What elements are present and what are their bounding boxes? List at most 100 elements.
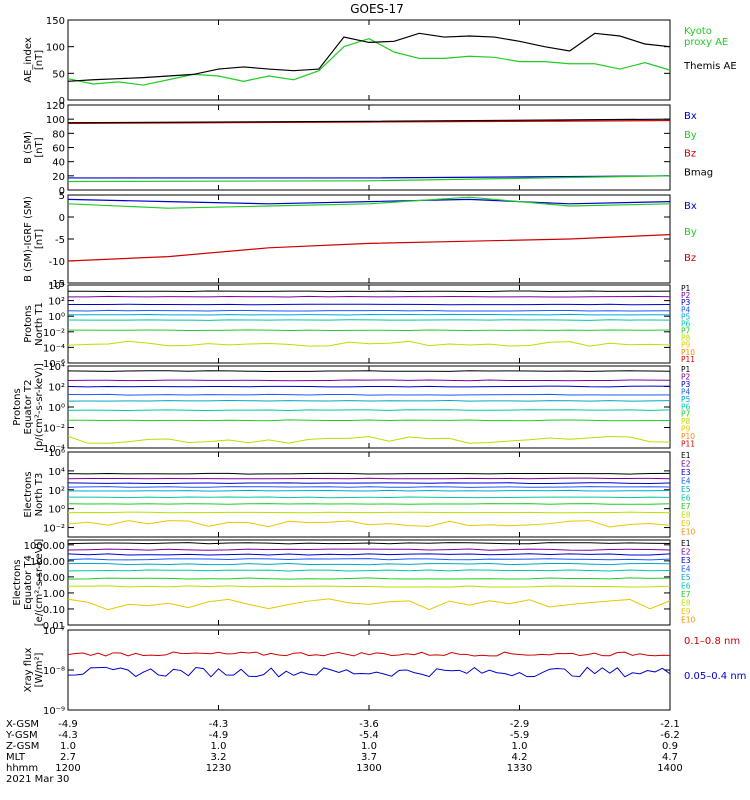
level-e9 (67, 598, 671, 611)
level-p2 (67, 295, 671, 298)
level-p6 (67, 319, 671, 321)
series-by (67, 196, 671, 209)
series-xray (67, 651, 671, 657)
ytick-label: 100 (46, 115, 65, 126)
level-p4 (67, 393, 671, 396)
xaxis-value: -3.6 (359, 719, 379, 730)
level-e5 (67, 489, 671, 492)
level-e7 (67, 503, 671, 505)
ytick-label: 60 (52, 144, 65, 155)
level-p3 (67, 385, 671, 388)
legend-entry: E8 (681, 599, 691, 608)
ytick-label: 0 (59, 213, 65, 224)
ylabel: [e/(cm²-s-sr-keV)] (34, 539, 45, 627)
xaxis-row-label: hhmm (6, 763, 38, 774)
series-bx (68, 175, 671, 179)
ytick-label: 100.00 (30, 557, 65, 568)
level-e3 (67, 553, 671, 556)
legend-entry: Bmag (684, 167, 713, 178)
ytick-label: 40 (52, 158, 65, 169)
ytick-label: 20 (52, 172, 65, 183)
xaxis-value: 0.9 (662, 741, 678, 752)
ytick-label: 10⁻² (43, 328, 65, 339)
ytick-label: 10⁻⁹ (43, 706, 65, 717)
ylabel: [nT] (34, 50, 45, 70)
legend-entry: E2 (681, 548, 691, 557)
ytick-label: 10⁴ (48, 362, 65, 373)
level-e5 (67, 562, 671, 566)
xaxis-value: 3.2 (211, 752, 227, 763)
series-bx (67, 198, 671, 205)
level-e1 (67, 542, 671, 545)
legend-entry: P10 (681, 432, 695, 441)
level-p4 (67, 309, 671, 312)
legend-entry: P11 (681, 440, 695, 449)
ytick-label: 10⁴ (48, 281, 65, 292)
legend-entry: P11 (681, 355, 695, 364)
level-p5 (67, 400, 671, 402)
xaxis-row-label: X-GSM (6, 719, 39, 730)
panel-bsm: 0 20 40 60 80 100 120 B (SM) [nT] Bx By Bz Bmag (23, 101, 713, 197)
ylabel: North T3 (34, 473, 45, 517)
ylabel: North T1 (34, 302, 45, 346)
level-e2 (67, 477, 671, 480)
ylabel: B (SM) (23, 131, 34, 164)
legend-entry: P4 (681, 387, 691, 396)
ylabel: Electrons (23, 471, 34, 517)
level-e4 (67, 558, 671, 561)
legend-entry: P9 (681, 341, 691, 350)
legend-entry: E9 (681, 607, 691, 616)
ytick-label: -10 (49, 257, 65, 268)
legend-entry: E7 (681, 590, 691, 599)
legend-entry: P7 (681, 410, 691, 419)
legend-entry: E5 (681, 485, 691, 494)
ytick-label: 50 (52, 69, 65, 80)
level-e8 (67, 511, 671, 514)
level-p7 (67, 329, 671, 332)
legend-entry: E8 (681, 511, 691, 520)
level-e2 (67, 548, 671, 551)
panel-frame (67, 19, 671, 101)
legend-entry: E4 (681, 477, 691, 486)
legend-entry: E2 (681, 460, 691, 469)
ytick-label: 120 (46, 101, 65, 112)
series-kyoto-proxy-ae (67, 38, 671, 86)
level-p1 (67, 370, 671, 372)
panel-frame (67, 539, 671, 626)
ytick-label: 10² (48, 486, 65, 497)
panel-frame (67, 365, 671, 449)
xaxis-value: 1300 (356, 763, 381, 774)
level-p6 (67, 409, 671, 411)
xaxis-value: 2.7 (60, 752, 76, 763)
level-e8 (67, 585, 671, 588)
panel-xray: 10⁻⁷ 10⁻⁸ 10⁻⁹ Xray flux [W/m²] 0.1–0.8 nm 0.0… (23, 626, 746, 717)
legend-entry: P8 (681, 334, 691, 343)
ylabel: Equator T2 (23, 380, 34, 435)
level-e1 (67, 472, 671, 475)
ytick-label: 10⁻² (43, 424, 65, 435)
panel-frame (67, 629, 671, 711)
level-p3 (67, 303, 671, 306)
ytick-label: -15 (49, 279, 65, 290)
legend-entry: P5 (681, 395, 691, 404)
ytick-label: -5 (55, 235, 65, 246)
ylabel: [W/m²] (34, 652, 45, 687)
series-themis-ae (67, 32, 671, 82)
legend-entry: Bx (684, 201, 697, 212)
xaxis-value: 3.7 (361, 752, 377, 763)
ytick-label: 10⁶ (48, 448, 65, 459)
level-p7 (67, 419, 671, 422)
xaxis-value: 4.2 (512, 752, 528, 763)
ytick-label: 1.00 (43, 589, 65, 600)
xaxis-value: 1400 (657, 763, 682, 774)
xaxis-value: -4.9 (209, 730, 229, 741)
level-p1 (67, 290, 671, 293)
ylabel: Protons (23, 305, 34, 342)
legend-entry: Kyoto (684, 26, 712, 37)
ytick-label: 80 (52, 129, 65, 140)
legend-entry: 0.05–0.4 nm (684, 671, 746, 682)
panel-frame (67, 451, 671, 538)
legend-entry: Bz (684, 253, 696, 264)
xaxis-value: 1.0 (361, 741, 377, 752)
ytick-label: 5 (59, 191, 65, 202)
